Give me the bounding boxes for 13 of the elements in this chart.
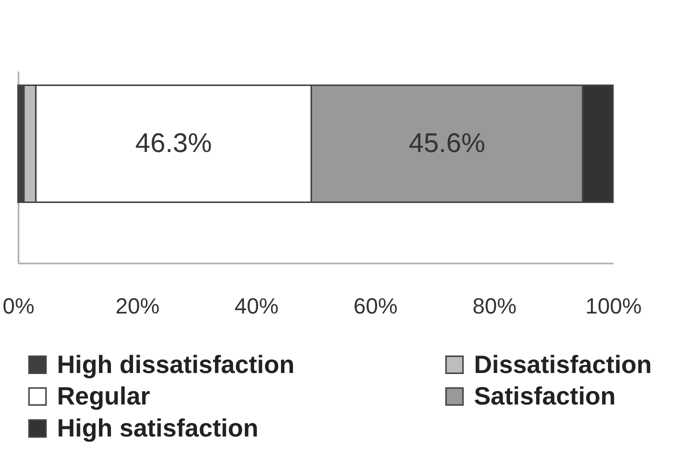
legend-label: Satisfaction (474, 382, 616, 410)
data-label: 46.3% (135, 128, 212, 158)
x-tick-label: 100% (585, 294, 642, 318)
legend-label: Dissatisfaction (474, 350, 652, 379)
legend-label: Regular (57, 382, 150, 410)
x-tick-label: 40% (234, 294, 279, 318)
legend-label: High dissatisfaction (57, 350, 295, 379)
data-label: 45.6% (408, 128, 486, 158)
legend-label: High satisfaction (57, 414, 258, 442)
x-tick-label: 0% (2, 294, 34, 318)
x-tick-label: 80% (472, 294, 517, 318)
x-tick-label: 20% (115, 294, 160, 318)
x-tick-label: 60% (353, 294, 398, 318)
